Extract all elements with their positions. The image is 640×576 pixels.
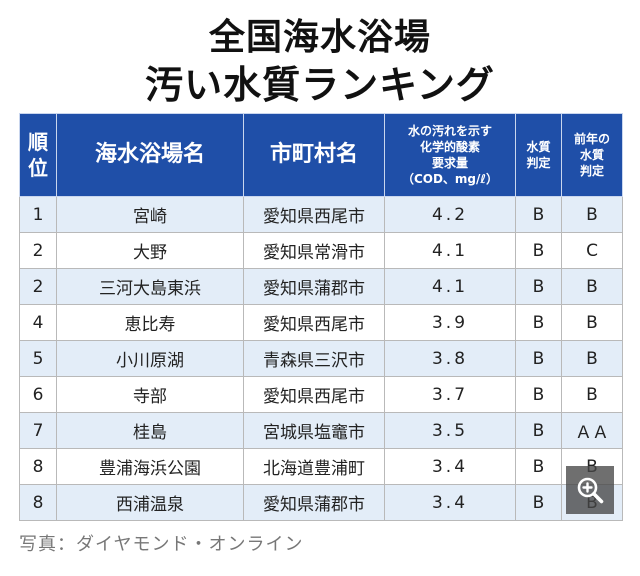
- prev-quality-cell: B: [561, 304, 623, 341]
- header-prev-line: 判定: [579, 164, 604, 178]
- quality-cell: B: [515, 376, 562, 413]
- zoom-button[interactable]: [566, 466, 614, 514]
- cod-cell: 4.2: [384, 196, 516, 233]
- prev-quality-cell: B: [561, 376, 623, 413]
- beach-name-cell: 小川原湖: [56, 340, 244, 377]
- title-line-2: 汚い水質ランキング: [145, 63, 495, 107]
- table-row: 5 小川原湖 青森県三沢市 3.8 B B: [19, 340, 623, 377]
- ranking-table: 順 位 海水浴場名 市町村名 水の汚れを示す 化学的酸素 要求量 （COD、mg…: [19, 113, 623, 521]
- city-cell: 愛知県蒲郡市: [243, 268, 385, 305]
- header-beach-name: 海水浴場名: [56, 113, 244, 197]
- quality-cell: B: [515, 268, 562, 305]
- prev-quality-cell: B: [561, 340, 623, 377]
- city-cell: 青森県三沢市: [243, 340, 385, 377]
- cod-cell: 4.1: [384, 232, 516, 269]
- prev-quality-cell: B: [561, 268, 623, 305]
- header-cod: 水の汚れを示す 化学的酸素 要求量 （COD、mg/ℓ）: [384, 113, 516, 197]
- table-row: 6 寺部 愛知県西尾市 3.7 B B: [19, 376, 623, 413]
- city-cell: 愛知県西尾市: [243, 376, 385, 413]
- rank-cell: 8: [19, 484, 57, 521]
- quality-cell: B: [515, 196, 562, 233]
- prev-quality-cell: C: [561, 232, 623, 269]
- table-row: 4 恵比寿 愛知県西尾市 3.9 B B: [19, 304, 623, 341]
- header-city-name: 市町村名: [243, 113, 385, 197]
- header-previous-quality: 前年の 水質 判定: [561, 113, 623, 197]
- city-cell: 愛知県西尾市: [243, 304, 385, 341]
- header-rank: 順 位: [19, 113, 57, 197]
- rank-cell: 1: [19, 196, 57, 233]
- zoom-in-icon: [577, 477, 604, 504]
- beach-name-cell: 宮崎: [56, 196, 244, 233]
- header-cod-line: 水の汚れを示す: [407, 124, 492, 138]
- rank-cell: 2: [19, 268, 57, 305]
- rank-cell: 2: [19, 232, 57, 269]
- table-row: 8 豊浦海浜公園 北海道豊浦町 3.4 B B: [19, 448, 623, 485]
- table-row: 2 大野 愛知県常滑市 4.1 B C: [19, 232, 623, 269]
- rank-cell: 6: [19, 376, 57, 413]
- cod-cell: 3.4: [384, 484, 516, 521]
- rank-cell: 4: [19, 304, 57, 341]
- quality-cell: B: [515, 340, 562, 377]
- header-quality-line: 判定: [526, 156, 551, 170]
- city-cell: 愛知県常滑市: [243, 232, 385, 269]
- cod-cell: 4.1: [384, 268, 516, 305]
- quality-cell: B: [515, 412, 562, 449]
- rank-cell: 8: [19, 448, 57, 485]
- header-rank-line: 順: [28, 130, 48, 154]
- table-header-row: 順 位 海水浴場名 市町村名 水の汚れを示す 化学的酸素 要求量 （COD、mg…: [19, 113, 623, 197]
- header-cod-line: 化学的酸素: [419, 140, 480, 154]
- cod-cell: 3.4: [384, 448, 516, 485]
- title-line-1: 全国海水浴場: [208, 17, 431, 58]
- header-rank-line: 位: [28, 156, 48, 180]
- prev-quality-cell: B: [561, 196, 623, 233]
- quality-cell: B: [515, 448, 562, 485]
- header-cod-line: 要求量: [431, 156, 468, 170]
- header-cod-line: （COD、mg/ℓ）: [401, 172, 499, 186]
- header-prev-line: 水質: [579, 148, 604, 162]
- table-row: 2 三河大島東浜 愛知県蒲郡市 4.1 B B: [19, 268, 623, 305]
- header-water-quality: 水質 判定: [515, 113, 562, 197]
- city-cell: 宮城県塩竈市: [243, 412, 385, 449]
- beach-name-cell: 恵比寿: [56, 304, 244, 341]
- quality-cell: B: [515, 232, 562, 269]
- beach-name-cell: 西浦温泉: [56, 484, 244, 521]
- city-cell: 北海道豊浦町: [243, 448, 385, 485]
- table-row: 1 宮崎 愛知県西尾市 4.2 B B: [19, 196, 623, 233]
- photo-credit: 写真：ダイヤモンド・オンライン: [19, 534, 304, 555]
- cod-cell: 3.7: [384, 376, 516, 413]
- cod-cell: 3.8: [384, 340, 516, 377]
- beach-name-cell: 桂島: [56, 412, 244, 449]
- header-prev-line: 前年の: [573, 132, 610, 146]
- cod-cell: 3.5: [384, 412, 516, 449]
- quality-cell: B: [515, 304, 562, 341]
- header-quality-line: 水質: [526, 140, 551, 154]
- beach-name-cell: 豊浦海浜公園: [56, 448, 244, 485]
- table-row: 8 西浦温泉 愛知県蒲郡市 3.4 B B: [19, 484, 623, 521]
- beach-name-cell: 大野: [56, 232, 244, 269]
- quality-cell: B: [515, 484, 562, 521]
- city-cell: 愛知県西尾市: [243, 196, 385, 233]
- beach-name-cell: 寺部: [56, 376, 244, 413]
- city-cell: 愛知県蒲郡市: [243, 484, 385, 521]
- prev-quality-cell: ＡＡ: [561, 412, 623, 449]
- beach-name-cell: 三河大島東浜: [56, 268, 244, 305]
- rank-cell: 7: [19, 412, 57, 449]
- table-row: 7 桂島 宮城県塩竈市 3.5 B ＡＡ: [19, 412, 623, 449]
- rank-cell: 5: [19, 340, 57, 377]
- cod-cell: 3.9: [384, 304, 516, 341]
